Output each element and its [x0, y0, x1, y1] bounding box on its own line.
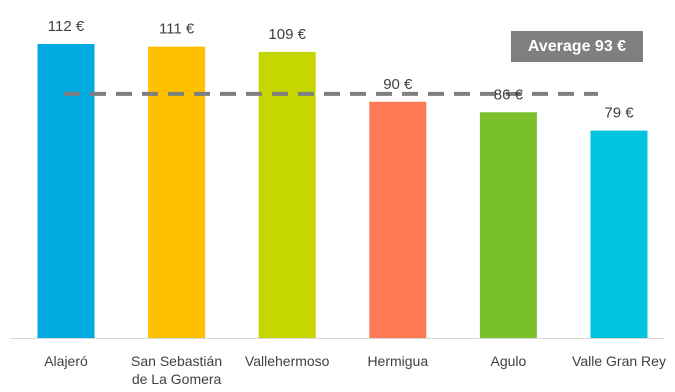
- bar-2: [148, 46, 206, 338]
- value-label-3: 109 €: [268, 26, 306, 43]
- category-label-4: Hermigua: [367, 353, 428, 369]
- category-label-6: Valle Gran Rey: [572, 353, 666, 369]
- value-label-2: 111 €: [159, 21, 195, 38]
- category-label-5: Agulo: [490, 353, 526, 369]
- bar-6: [590, 130, 648, 338]
- category-label-3: Vallehermoso: [245, 353, 330, 369]
- value-label-4: 90 €: [383, 76, 413, 93]
- value-label-5: 86 €: [494, 86, 524, 103]
- category-label-1: Alajeró: [44, 353, 88, 369]
- value-label-1: 112 €: [48, 18, 85, 35]
- value-label-6: 79 €: [604, 105, 634, 122]
- bar-5: [479, 112, 537, 338]
- category-label-2: San Sebastián de La Gomera: [131, 353, 222, 387]
- bar-3: [258, 51, 316, 338]
- bar-1: [37, 44, 95, 338]
- bar-4: [369, 101, 427, 338]
- average-badge: Average 93 €: [511, 31, 643, 62]
